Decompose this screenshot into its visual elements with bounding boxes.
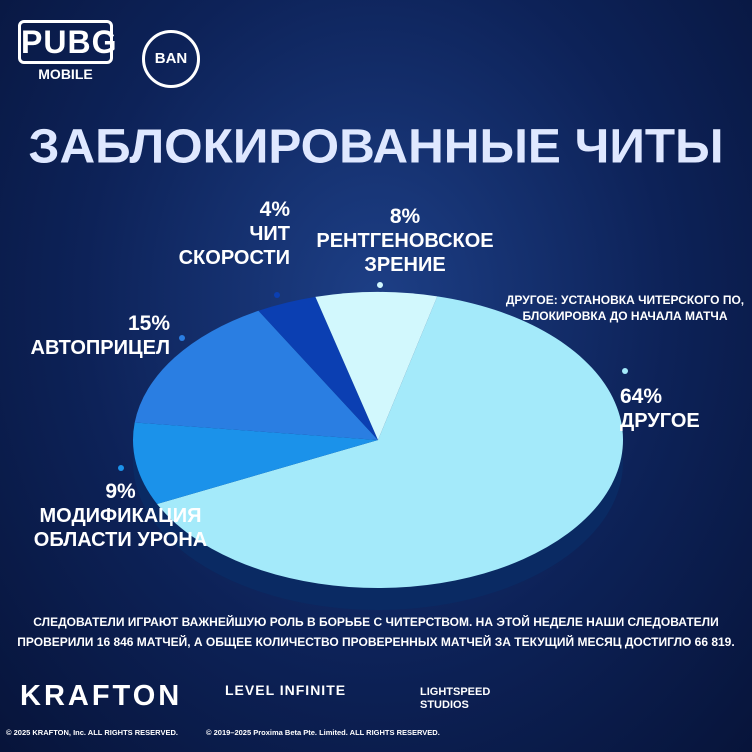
category-label: РЕНТГЕНОВСКОЕ ЗРЕНИЕ bbox=[316, 230, 494, 276]
category-label: ЧИТ СКОРОСТИ bbox=[178, 223, 290, 269]
value-label: 64% bbox=[620, 385, 663, 408]
value-label: 4% bbox=[259, 198, 290, 221]
slice-label: 4% ЧИТ СКОРОСТИ bbox=[160, 198, 290, 270]
category-label: ДРУГОЕ bbox=[620, 410, 700, 432]
legend-dot bbox=[118, 465, 124, 471]
pie-slice bbox=[133, 422, 378, 504]
pie-slice bbox=[258, 296, 378, 440]
slice-label: 8% РЕНТГЕНОВСКОЕ ЗРЕНИЕ bbox=[305, 205, 505, 277]
copyright: © 2025 KRAFTON, Inc. ALL RIGHTS RESERVED… bbox=[6, 728, 178, 737]
legend-dot bbox=[622, 368, 628, 374]
ban-badge: BAN bbox=[142, 30, 200, 88]
brand: LIGHTSPEED STUDIOS bbox=[420, 686, 491, 711]
category-label: МОДИФИКАЦИЯ ОБЛАСТИ УРОНА bbox=[33, 505, 208, 551]
value-label: 8% bbox=[389, 205, 421, 228]
pie-slice bbox=[157, 296, 624, 589]
legend-dot bbox=[274, 292, 280, 298]
pie-slice bbox=[134, 310, 378, 440]
value-label: 15% bbox=[127, 312, 170, 335]
brand: LEVEL INFINITE bbox=[225, 682, 347, 698]
annotation: ДРУГОЕ: УСТАНОВКА ЧИТЕРСКОГО ПО, БЛОКИРО… bbox=[505, 293, 745, 323]
slice-label: 64% ДРУГОЕ bbox=[620, 385, 730, 433]
chart-title: ЗАБЛОКИРОВАННЫЕ ЧИТЫ bbox=[29, 121, 724, 174]
pie-slice bbox=[315, 292, 438, 440]
copyright: © 2019–2025 Proxima Beta Pte. Limited. A… bbox=[206, 728, 440, 737]
slice-label: 9% МОДИФИКАЦИЯ ОБЛАСТИ УРОНА bbox=[18, 480, 223, 552]
pubg-logo: PUBG MOBILE bbox=[18, 20, 116, 82]
legend-dot bbox=[377, 282, 383, 288]
footer-text: СЛЕДОВАТЕЛИ ИГРАЮТ ВАЖНЕЙШУЮ РОЛЬ В БОРЬ… bbox=[17, 615, 735, 649]
brand: KRAFTON bbox=[20, 680, 183, 712]
value-label: 9% bbox=[105, 480, 136, 503]
legend-dot bbox=[179, 335, 185, 341]
slice-label: 15% АВТОПРИЦЕЛ bbox=[10, 312, 170, 360]
logo-text: PUBG bbox=[18, 20, 116, 64]
category-label: АВТОПРИЦЕЛ bbox=[30, 337, 170, 359]
logo-sub: MOBILE bbox=[38, 66, 93, 82]
